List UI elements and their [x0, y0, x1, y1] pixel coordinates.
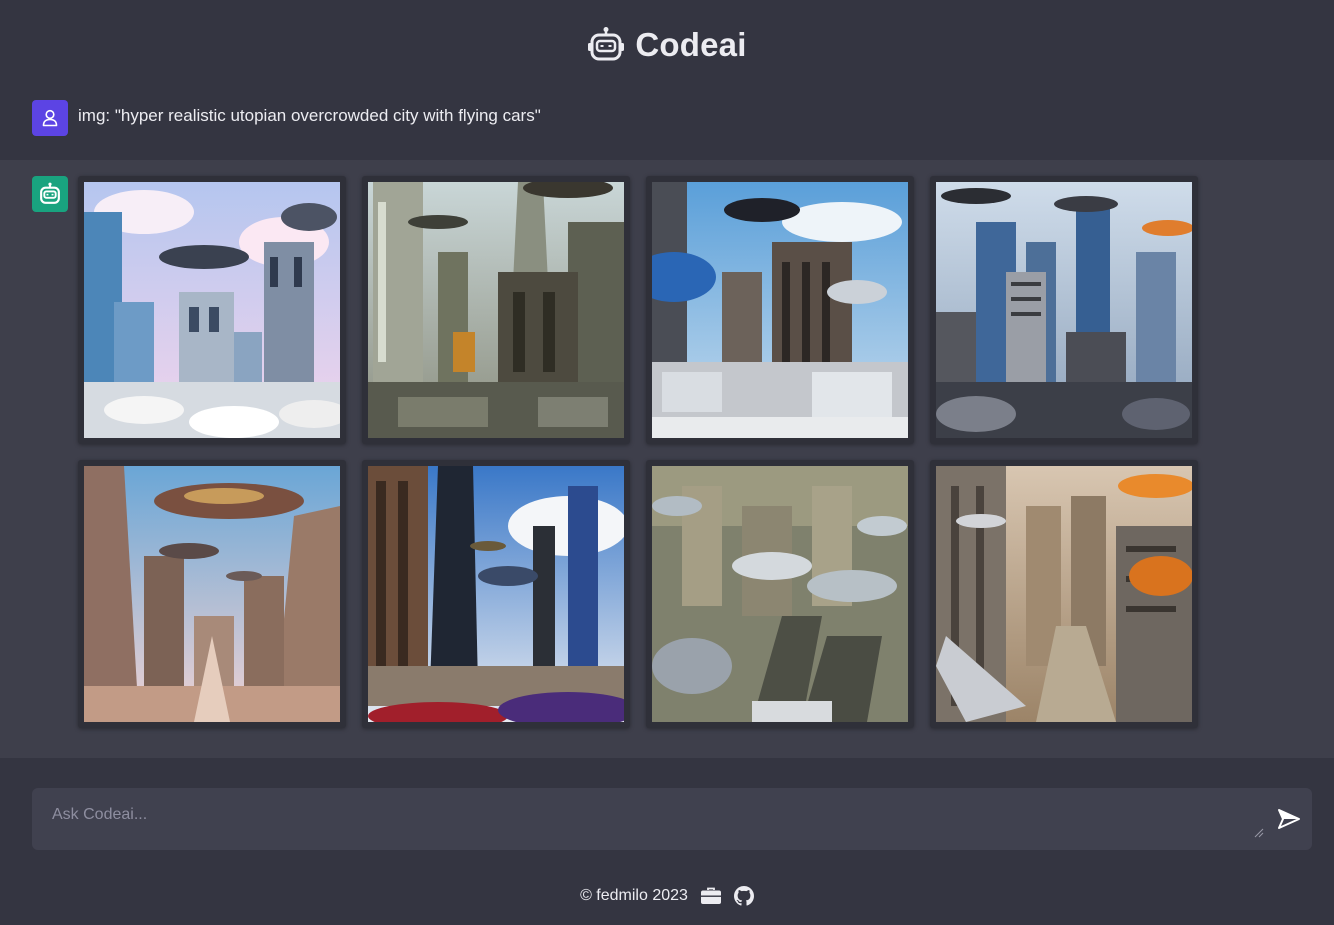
generated-image-8[interactable]: [930, 460, 1198, 728]
city-image: [936, 466, 1192, 722]
city-image: [84, 182, 340, 438]
user-message-row: img: "hyper realistic utopian overcrowde…: [0, 90, 1334, 160]
user-icon: [42, 109, 58, 127]
generated-image-7[interactable]: [646, 460, 914, 728]
portfolio-link[interactable]: [700, 887, 722, 905]
generated-image-1[interactable]: [78, 176, 346, 444]
generated-image-5[interactable]: [78, 460, 346, 728]
brand: Codeai: [587, 26, 746, 64]
app-title: Codeai: [635, 26, 747, 63]
generated-image-2[interactable]: [362, 176, 630, 444]
generated-image-grid: [78, 176, 1198, 728]
generated-image-6[interactable]: [362, 460, 630, 728]
prompt-input[interactable]: [32, 788, 1264, 850]
github-icon: [733, 886, 754, 906]
city-image: [936, 182, 1192, 438]
user-avatar: [32, 100, 68, 136]
bot-message-row: [0, 160, 1334, 758]
city-image: [652, 466, 908, 722]
app-header: Codeai: [0, 0, 1334, 90]
generated-image-4[interactable]: [930, 176, 1198, 444]
robot-icon: [588, 27, 625, 61]
send-icon: [1278, 809, 1300, 829]
city-image: [368, 182, 624, 438]
bot-avatar: [32, 176, 68, 212]
chat-composer: [32, 788, 1312, 850]
city-image: [84, 466, 340, 722]
send-button[interactable]: [1272, 802, 1306, 836]
city-image: [368, 466, 624, 722]
city-image: [652, 182, 908, 438]
copyright-text: © fedmilo 2023: [580, 887, 688, 904]
github-link[interactable]: [733, 886, 754, 906]
resize-handle-icon[interactable]: [1254, 828, 1264, 838]
generated-image-3[interactable]: [646, 176, 914, 444]
robot-icon: [40, 182, 60, 204]
briefcase-icon: [700, 887, 721, 904]
user-message-text: img: "hyper realistic utopian overcrowde…: [78, 106, 541, 125]
app-footer: © fedmilo 2023: [0, 880, 1334, 912]
